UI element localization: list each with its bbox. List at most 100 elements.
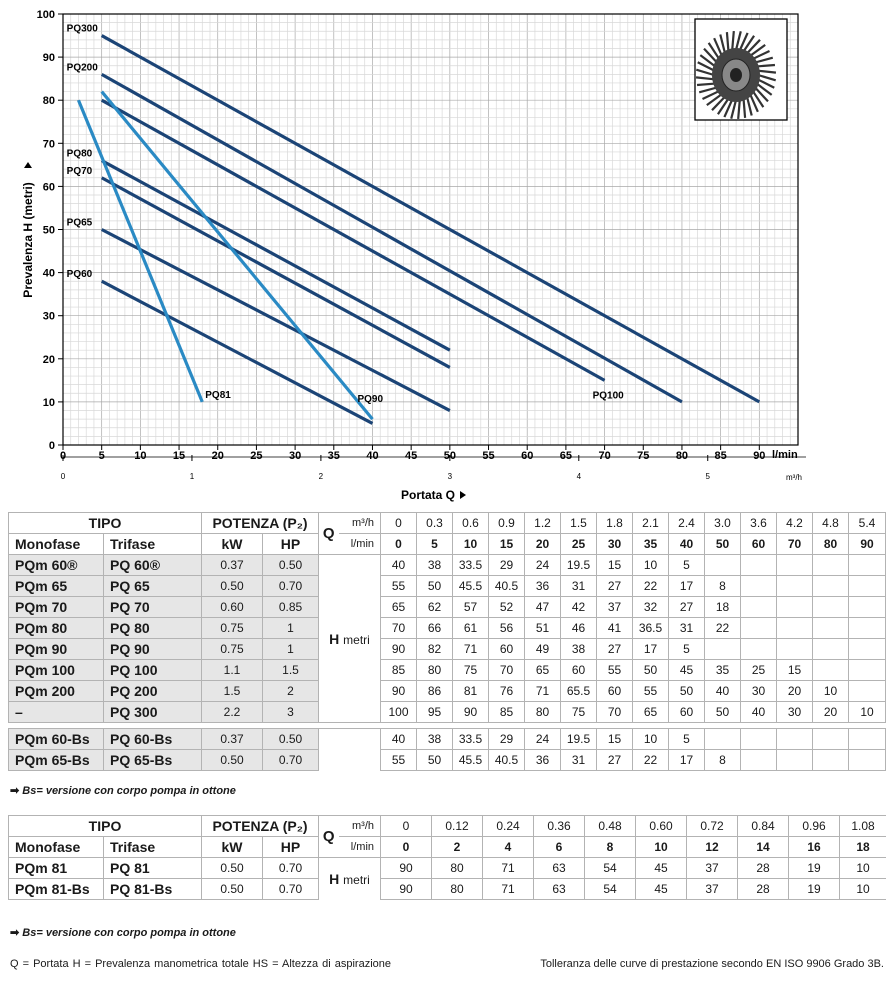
- head-value: [812, 554, 850, 576]
- model-trifase: PQ 65-Bs: [102, 749, 203, 771]
- head-value: 41: [596, 617, 634, 639]
- head-value: 54: [584, 857, 637, 879]
- head-value: 29: [488, 728, 526, 750]
- head-value: 65: [524, 659, 562, 681]
- head-value: 70: [596, 701, 634, 723]
- head-value: 20: [776, 680, 814, 702]
- performance-table-2: TIPO POTENZA (P₂) Q m³/h 0 0.12 0.24 0.3…: [7, 815, 886, 900]
- lmin-value: 60: [740, 533, 778, 555]
- table-row: PQm 90 PQ 90 0.75 1 90 82 71 60 49 38 27 17 5: [8, 638, 886, 660]
- x2-tick-label: 3: [448, 472, 453, 481]
- head-value: 36: [524, 575, 562, 597]
- head-value: 28: [737, 878, 790, 900]
- y-tick-label: 40: [43, 268, 55, 280]
- x-axis-unit: l/min: [772, 449, 798, 461]
- chart-series: PQ300 PQ200 PQ100 PQ80 PQ70 PQ65 PQ60 PQ90 PQ81: [67, 24, 761, 425]
- model-monofase: PQm 70: [8, 596, 104, 618]
- lmin-value: 15: [488, 533, 526, 555]
- head-value: 19: [788, 878, 841, 900]
- head-value: 76: [488, 680, 526, 702]
- head-value: 57: [452, 596, 490, 618]
- m3h-value: 3.0: [704, 512, 742, 534]
- x-tick-label: 65: [560, 450, 572, 462]
- chart-ticks: 0510152025303540455055606570758085900102…: [37, 9, 806, 481]
- x2-tick-label: 1: [190, 472, 195, 481]
- head-value: 22: [632, 749, 670, 771]
- head-value: 50: [416, 749, 454, 771]
- head-value: [848, 680, 886, 702]
- series-label-pq65: PQ65: [67, 218, 93, 229]
- power-hp: 0.70: [262, 857, 320, 879]
- lmin-value: 12: [686, 836, 739, 858]
- x-tick-label: 70: [598, 450, 610, 462]
- head-value: 80: [416, 659, 454, 681]
- series-line-pq65: [100, 228, 451, 412]
- head-value: 38: [560, 638, 598, 660]
- hp-header: HP: [262, 533, 320, 555]
- head-value: 71: [482, 857, 535, 879]
- head-value: 5: [668, 554, 706, 576]
- head-value: 17: [668, 749, 706, 771]
- y-tick-label: 70: [43, 138, 55, 150]
- kw-header: kW: [201, 533, 264, 555]
- power-kw: 0.50: [201, 857, 264, 879]
- bs-note-text: Bs= versione con corpo pompa in ottone: [22, 927, 236, 939]
- series-label-pq60: PQ60: [67, 269, 93, 280]
- table-row: PQm 65-Bs PQ 65-Bs 0.50 0.70 55 50 45.5 40.5 36 3…: [8, 749, 886, 771]
- tipo-header: TIPO: [7, 512, 203, 534]
- head-value: [776, 749, 814, 771]
- power-hp: 2: [262, 680, 320, 702]
- power-hp: 1: [262, 638, 320, 660]
- lmin-value: 0: [380, 533, 418, 555]
- m3h-value: 1.2: [524, 512, 562, 534]
- head-value: 15: [776, 659, 814, 681]
- lmin-value: 90: [848, 533, 886, 555]
- x-tick-label: 20: [212, 450, 224, 462]
- trifase-header: Trifase: [102, 836, 203, 858]
- head-value: [704, 728, 742, 750]
- performance-chart: PQ300PQ200PQ100PQ80PQ70PQ65PQ60PQ90PQ81 …: [21, 9, 806, 502]
- y-tick-label: 10: [43, 397, 55, 409]
- head-value: [740, 728, 778, 750]
- head-value: [740, 617, 778, 639]
- m3h-value: 0: [380, 815, 433, 837]
- metri-label: metri: [343, 632, 370, 647]
- lmin-value: 18: [839, 836, 886, 858]
- head-value: 49: [524, 638, 562, 660]
- bs-note-2: ➡ Bs= versione con corpo pompa in ottone: [10, 926, 236, 939]
- table-row: PQm 81-Bs PQ 81-Bs 0.50 0.70 90 80 71 63 54 45 37 2…: [8, 878, 886, 900]
- head-value: 22: [704, 617, 742, 639]
- lmin-value: 10: [452, 533, 490, 555]
- head-value: [740, 596, 778, 618]
- lmin-value: 35: [632, 533, 670, 555]
- h-spacer: [318, 728, 382, 750]
- model-trifase: PQ 65: [102, 575, 203, 597]
- x-tick-label: 15: [173, 450, 185, 462]
- x-tick-label: 45: [405, 450, 417, 462]
- head-value: [848, 659, 886, 681]
- head-value: 65: [380, 596, 418, 618]
- power-hp: 0.50: [262, 554, 320, 576]
- h-label: H: [329, 870, 344, 887]
- x-tick-label: 80: [676, 450, 688, 462]
- power-hp: 1: [262, 617, 320, 639]
- head-value: 10: [632, 554, 670, 576]
- y-tick-label: 20: [43, 354, 55, 366]
- head-value: 86: [416, 680, 454, 702]
- x2-tick-label: 4: [577, 472, 582, 481]
- head-value: [848, 617, 886, 639]
- head-value: 85: [488, 701, 526, 723]
- m3h-value: 1.8: [596, 512, 634, 534]
- potenza-header: POTENZA (P₂): [201, 512, 320, 534]
- model-trifase: PQ 100: [102, 659, 203, 681]
- series-line-pq70: [100, 176, 451, 369]
- series-line-pq100: [100, 98, 606, 382]
- head-value: [776, 638, 814, 660]
- model-trifase: PQ 300: [102, 701, 203, 723]
- head-value: 56: [488, 617, 526, 639]
- hp-header: HP: [262, 836, 320, 858]
- table-row: PQm 65 PQ 65 0.50 0.70 55 50 45.5 40.5 36 31 27 22 1…: [8, 575, 886, 597]
- head-value: 51: [524, 617, 562, 639]
- head-value: 52: [488, 596, 526, 618]
- head-value: 10: [632, 728, 670, 750]
